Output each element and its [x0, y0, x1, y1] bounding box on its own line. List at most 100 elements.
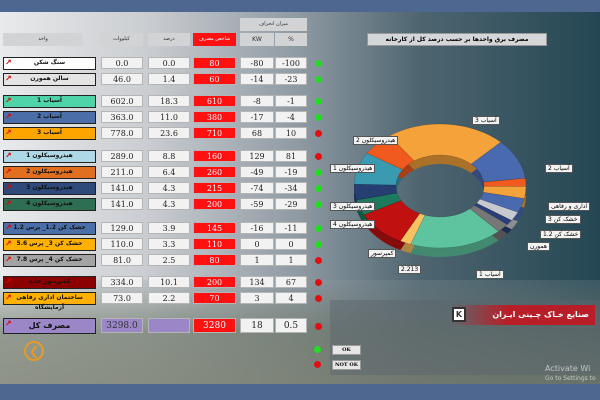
- kw-value: 46.0: [101, 73, 143, 85]
- kw-value: 334.0: [101, 276, 143, 288]
- percent-value: [148, 318, 190, 333]
- unit-name: خشک کن 1.2_ پرس 1.2: [13, 224, 86, 231]
- deviation-percent-value: 0.5: [275, 318, 307, 333]
- consumption-index-value: 710: [193, 127, 236, 139]
- consumption-index-value: 145: [193, 222, 236, 234]
- donut-slice[interactable]: [388, 123, 502, 165]
- trend-chart-icon: ↗: [5, 199, 12, 208]
- trend-chart-icon: ↗: [5, 112, 12, 121]
- donut-slice[interactable]: [479, 192, 525, 213]
- donut-slice-label: هیدروسیکلون 2: [353, 136, 399, 145]
- kw-value: 363.0: [101, 111, 143, 123]
- unit-name: هیدروسیکلون 1: [26, 152, 73, 159]
- status-indicator-red: [315, 323, 322, 330]
- consumption-index-value: 70: [193, 292, 236, 304]
- percent-value: 4.3: [148, 198, 190, 210]
- legend-not-ok-dot: [314, 361, 321, 368]
- deviation-kw-value: 18: [240, 318, 274, 333]
- deviation-kw-value: -80: [240, 57, 274, 69]
- windows-watermark: Activate Wi Go to Settings to: [545, 364, 596, 384]
- donut-slice[interactable]: [410, 208, 499, 249]
- status-indicator-green: [315, 76, 322, 83]
- watermark-line1: Activate Wi: [545, 364, 591, 373]
- deviation-percent-value: -100: [275, 57, 307, 69]
- deviation-kw-value: -16: [240, 222, 274, 234]
- consumption-index-value: 80: [193, 57, 236, 69]
- percent-value: 3.3: [148, 238, 190, 250]
- unit-name: هیدروسیکلون 3: [26, 184, 73, 191]
- unit-name: کمپرسور خانه: [28, 278, 71, 285]
- bottom-bar: [0, 384, 600, 400]
- consumption-index-value: 110: [193, 238, 236, 250]
- deviation-percent-value: 1: [275, 254, 307, 266]
- status-indicator-green: [315, 98, 322, 105]
- unit-name: خشک کن 4_ پرس 7.8: [16, 256, 83, 263]
- unit-name-button[interactable]: ↗ هیدروسیکلون 1: [3, 150, 96, 163]
- unit-name: ساختمان اداری رفاهی آزمایشگاه: [16, 294, 83, 311]
- trend-chart-icon: ↗: [5, 277, 12, 286]
- donut-slice-label: آسیاب 2: [545, 164, 573, 173]
- unit-name-button[interactable]: ↗ ساختمان اداری رفاهی آزمایشگاه: [3, 292, 96, 311]
- unit-name-button[interactable]: ↗ کمپرسور خانه: [3, 276, 96, 289]
- unit-name: سالن همورن: [30, 75, 69, 82]
- unit-name-button[interactable]: ↗ خشک کن 1.2_ پرس 1.2: [3, 222, 96, 235]
- donut-slice-label: هیدروسیکلون 3: [330, 202, 376, 211]
- company-logo-icon: K: [452, 307, 466, 322]
- consumption-index-value: 3280: [193, 318, 236, 333]
- trend-chart-icon: ↗: [5, 96, 12, 105]
- deviation-percent-value: -19: [275, 166, 307, 178]
- unit-name-button[interactable]: ↗ هیدروسیکلون 4: [3, 198, 96, 211]
- not-ok-button[interactable]: NOT OK: [332, 360, 361, 370]
- donut-slice-label: آسیاب 3: [472, 116, 500, 125]
- header-index: شاخص مصرف: [193, 33, 236, 46]
- deviation-kw-value: -14: [240, 73, 274, 85]
- unit-name-button[interactable]: ↗ سنگ شکن: [3, 57, 96, 70]
- header-kw: کیلووات: [100, 33, 143, 46]
- back-arrow-icon[interactable]: ❮: [24, 341, 44, 361]
- kw-value: 211.0: [101, 166, 143, 178]
- consumption-index-value: 260: [193, 166, 236, 178]
- consumption-index-value: 215: [193, 182, 236, 194]
- percent-value: 2.2: [148, 292, 190, 304]
- percent-value: 3.9: [148, 222, 190, 234]
- kw-value: 141.0: [101, 182, 143, 194]
- legend-ok-dot: [314, 346, 321, 353]
- trend-chart-icon: ↗: [5, 74, 12, 83]
- donut-slice[interactable]: [353, 152, 404, 186]
- donut-slice[interactable]: [363, 200, 421, 242]
- unit-name-button[interactable]: ↗ آسیاب 1: [3, 95, 96, 108]
- header-dev-kw: KW: [240, 33, 274, 46]
- unit-name-button[interactable]: ↗ هیدروسیکلون 3: [3, 182, 96, 195]
- unit-name-button[interactable]: ↗ خشک کن 4_ پرس 7.8: [3, 254, 96, 267]
- unit-name-button[interactable]: ↗ مصرف کل: [3, 318, 96, 334]
- unit-name-button[interactable]: ↗ خشک کن 3_ پرس 5.6: [3, 238, 96, 251]
- donut-slice[interactable]: [482, 185, 527, 199]
- donut-slice[interactable]: [469, 204, 508, 232]
- unit-name-button[interactable]: ↗ سالن همورن: [3, 73, 96, 86]
- consumption-index-value: 610: [193, 95, 236, 107]
- unit-name: آسیاب 1: [37, 97, 62, 104]
- status-indicator-red: [315, 130, 322, 137]
- percent-value: 4.3: [148, 182, 190, 194]
- deviation-kw-value: 0: [240, 238, 274, 250]
- trend-chart-icon: ↗: [5, 293, 12, 302]
- company-logo-text: صنایع خـاک چـینی ایـران: [450, 305, 595, 325]
- percent-value: 2.5: [148, 254, 190, 266]
- kw-value: 289.0: [101, 150, 143, 162]
- status-indicator-green: [315, 201, 322, 208]
- unit-name-button[interactable]: ↗ هیدروسیکلون 2: [3, 166, 96, 179]
- unit-name-button[interactable]: ↗ آسیاب 2: [3, 111, 96, 124]
- deviation-percent-value: -29: [275, 198, 307, 210]
- donut-slice[interactable]: [476, 198, 519, 221]
- percent-value: 1.4: [148, 73, 190, 85]
- trend-chart-icon: ↗: [5, 319, 12, 328]
- percent-value: 10.1: [148, 276, 190, 288]
- header-deviation: میزان انحراف: [240, 18, 307, 31]
- ok-button[interactable]: OK: [332, 345, 361, 355]
- deviation-kw-value: -8: [240, 95, 274, 107]
- donut-slice[interactable]: [474, 202, 512, 225]
- donut-slice[interactable]: [399, 213, 426, 245]
- unit-name-button[interactable]: ↗ آسیاب 3: [3, 127, 96, 140]
- deviation-percent-value: -4: [275, 111, 307, 123]
